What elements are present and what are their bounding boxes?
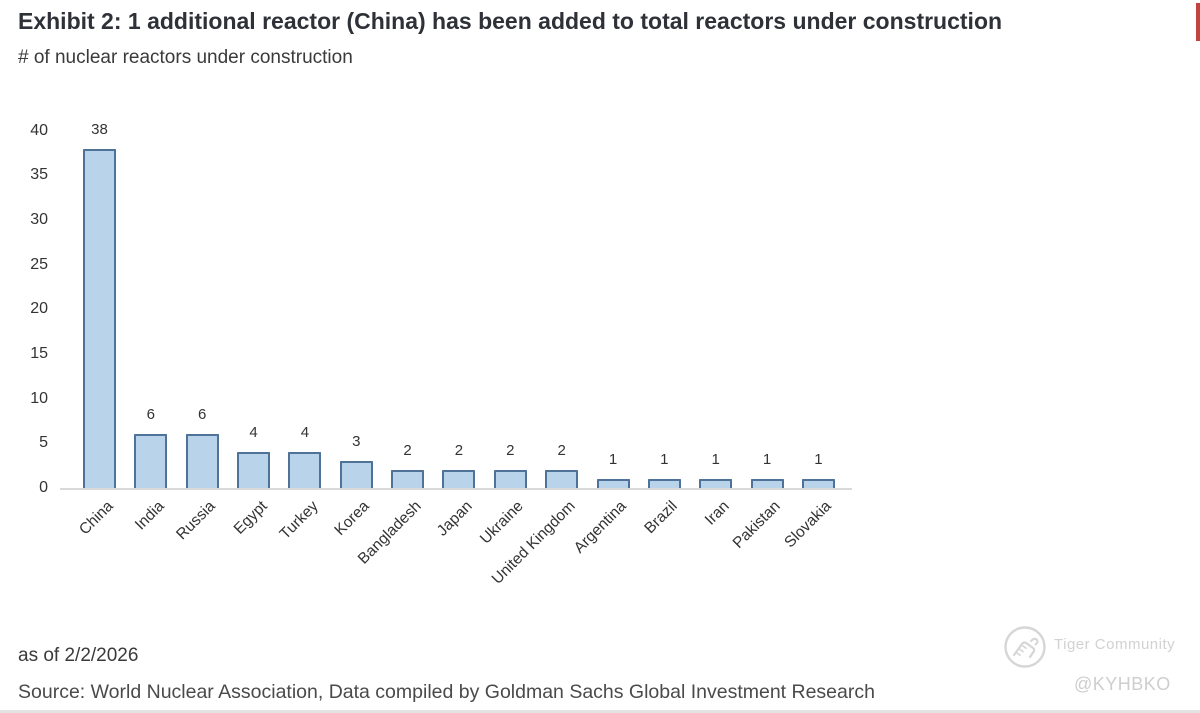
y-axis-tick-label: 20 — [30, 300, 48, 318]
exhibit-subtitle: # of nuclear reactors under construction — [18, 47, 353, 68]
y-axis-tick-label: 40 — [30, 121, 48, 139]
bar-slovakia — [801, 479, 835, 488]
bar-value-label: 2 — [506, 442, 515, 460]
bar-value-label: 1 — [762, 451, 772, 469]
y-axis-tick-label: 15 — [30, 345, 48, 363]
bar-value-label: 1 — [608, 451, 618, 469]
bar-russia — [185, 434, 219, 488]
watermark-community-name: Tiger Community — [1054, 636, 1176, 653]
y-axis-tick-label: 30 — [30, 211, 48, 229]
bar-turkey — [288, 452, 322, 488]
tiger-community-watermark: Tiger Community @KYHBKO — [1002, 622, 1192, 706]
bar-india — [134, 434, 168, 488]
bar-value-label: 1 — [660, 451, 669, 469]
bar-value-label: 4 — [249, 424, 258, 442]
bar-argentina — [596, 479, 630, 488]
bar-pakistan — [750, 479, 784, 488]
bar-brazil — [647, 479, 681, 488]
bar-iran — [699, 479, 733, 488]
bar-united-kingdom — [545, 470, 579, 488]
y-axis-tick-label: 25 — [30, 255, 48, 273]
exhibit-title: Exhibit 2: 1 additional reactor (China) … — [18, 8, 1003, 34]
bar-value-label: 38 — [91, 120, 108, 138]
as-of-date: as of 2/2/2026 — [18, 645, 139, 666]
bar-value-label: 6 — [146, 406, 156, 424]
bar-value-label: 2 — [557, 442, 566, 460]
bar-bangladesh — [391, 470, 425, 488]
bar-value-label: 3 — [352, 433, 361, 451]
bar-value-label: 2 — [454, 442, 464, 460]
bar-korea — [339, 461, 373, 488]
bar-china — [83, 148, 116, 488]
bar-value-label: 6 — [198, 406, 207, 424]
y-axis-tick-label: 0 — [39, 479, 48, 496]
watermark-user-handle: @KYHBKO — [1074, 674, 1171, 694]
bar-value-label: 1 — [814, 451, 823, 469]
y-axis-tick-label: 5 — [39, 434, 48, 452]
source-note: Source: World Nuclear Association, Data … — [18, 681, 875, 703]
bar-chart: 0 5 10 15 20 25 30 35 40 38 China 6 India 6 Russia 4 Egy… — [30, 120, 852, 588]
bar-value-label: 4 — [300, 424, 310, 442]
x-axis-line — [60, 488, 852, 490]
bar-japan — [442, 470, 476, 488]
bar-value-label: 1 — [711, 451, 720, 469]
y-axis-tick-label: 10 — [30, 389, 48, 407]
tiger-community-logo-icon — [1002, 624, 1048, 675]
bar-value-label: 2 — [403, 442, 412, 460]
y-axis-tick-label: 35 — [30, 166, 48, 184]
bar-egypt — [237, 452, 271, 488]
red-edge-strip — [1196, 3, 1200, 41]
bar-ukraine — [493, 470, 527, 488]
bottom-cutoff-band — [0, 710, 1200, 713]
